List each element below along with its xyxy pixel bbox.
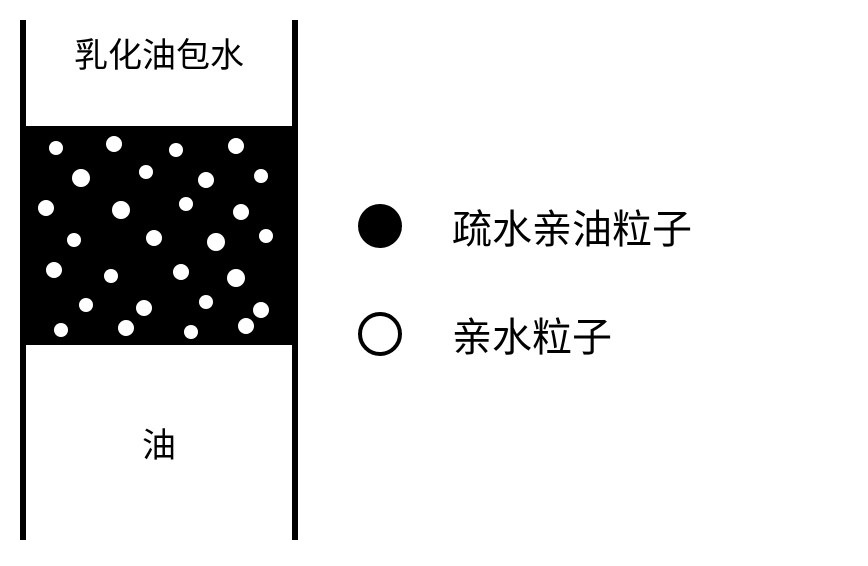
particle-svg [26,130,292,345]
filled-circle-icon [358,204,402,248]
bottom-layer-label: 油 [142,418,176,467]
top-layer: 乳化油包水 [26,20,292,130]
legend-item-filled: 疏水亲油粒子 [358,197,692,255]
tube: 乳化油包水 油 [20,20,298,540]
legend-label-hollow: 亲水粒子 [452,305,612,363]
legend-item-hollow: 亲水粒子 [358,305,692,363]
particle-layer [26,130,292,345]
bottom-layer: 油 [26,345,292,540]
hollow-circle-icon [358,312,402,356]
top-layer-label: 乳化油包水 [26,28,292,77]
legend: 疏水亲油粒子 亲水粒子 [358,197,692,363]
diagram-container: 乳化油包水 油 疏水亲油粒子 亲水粒子 [20,20,848,540]
legend-label-filled: 疏水亲油粒子 [452,197,692,255]
